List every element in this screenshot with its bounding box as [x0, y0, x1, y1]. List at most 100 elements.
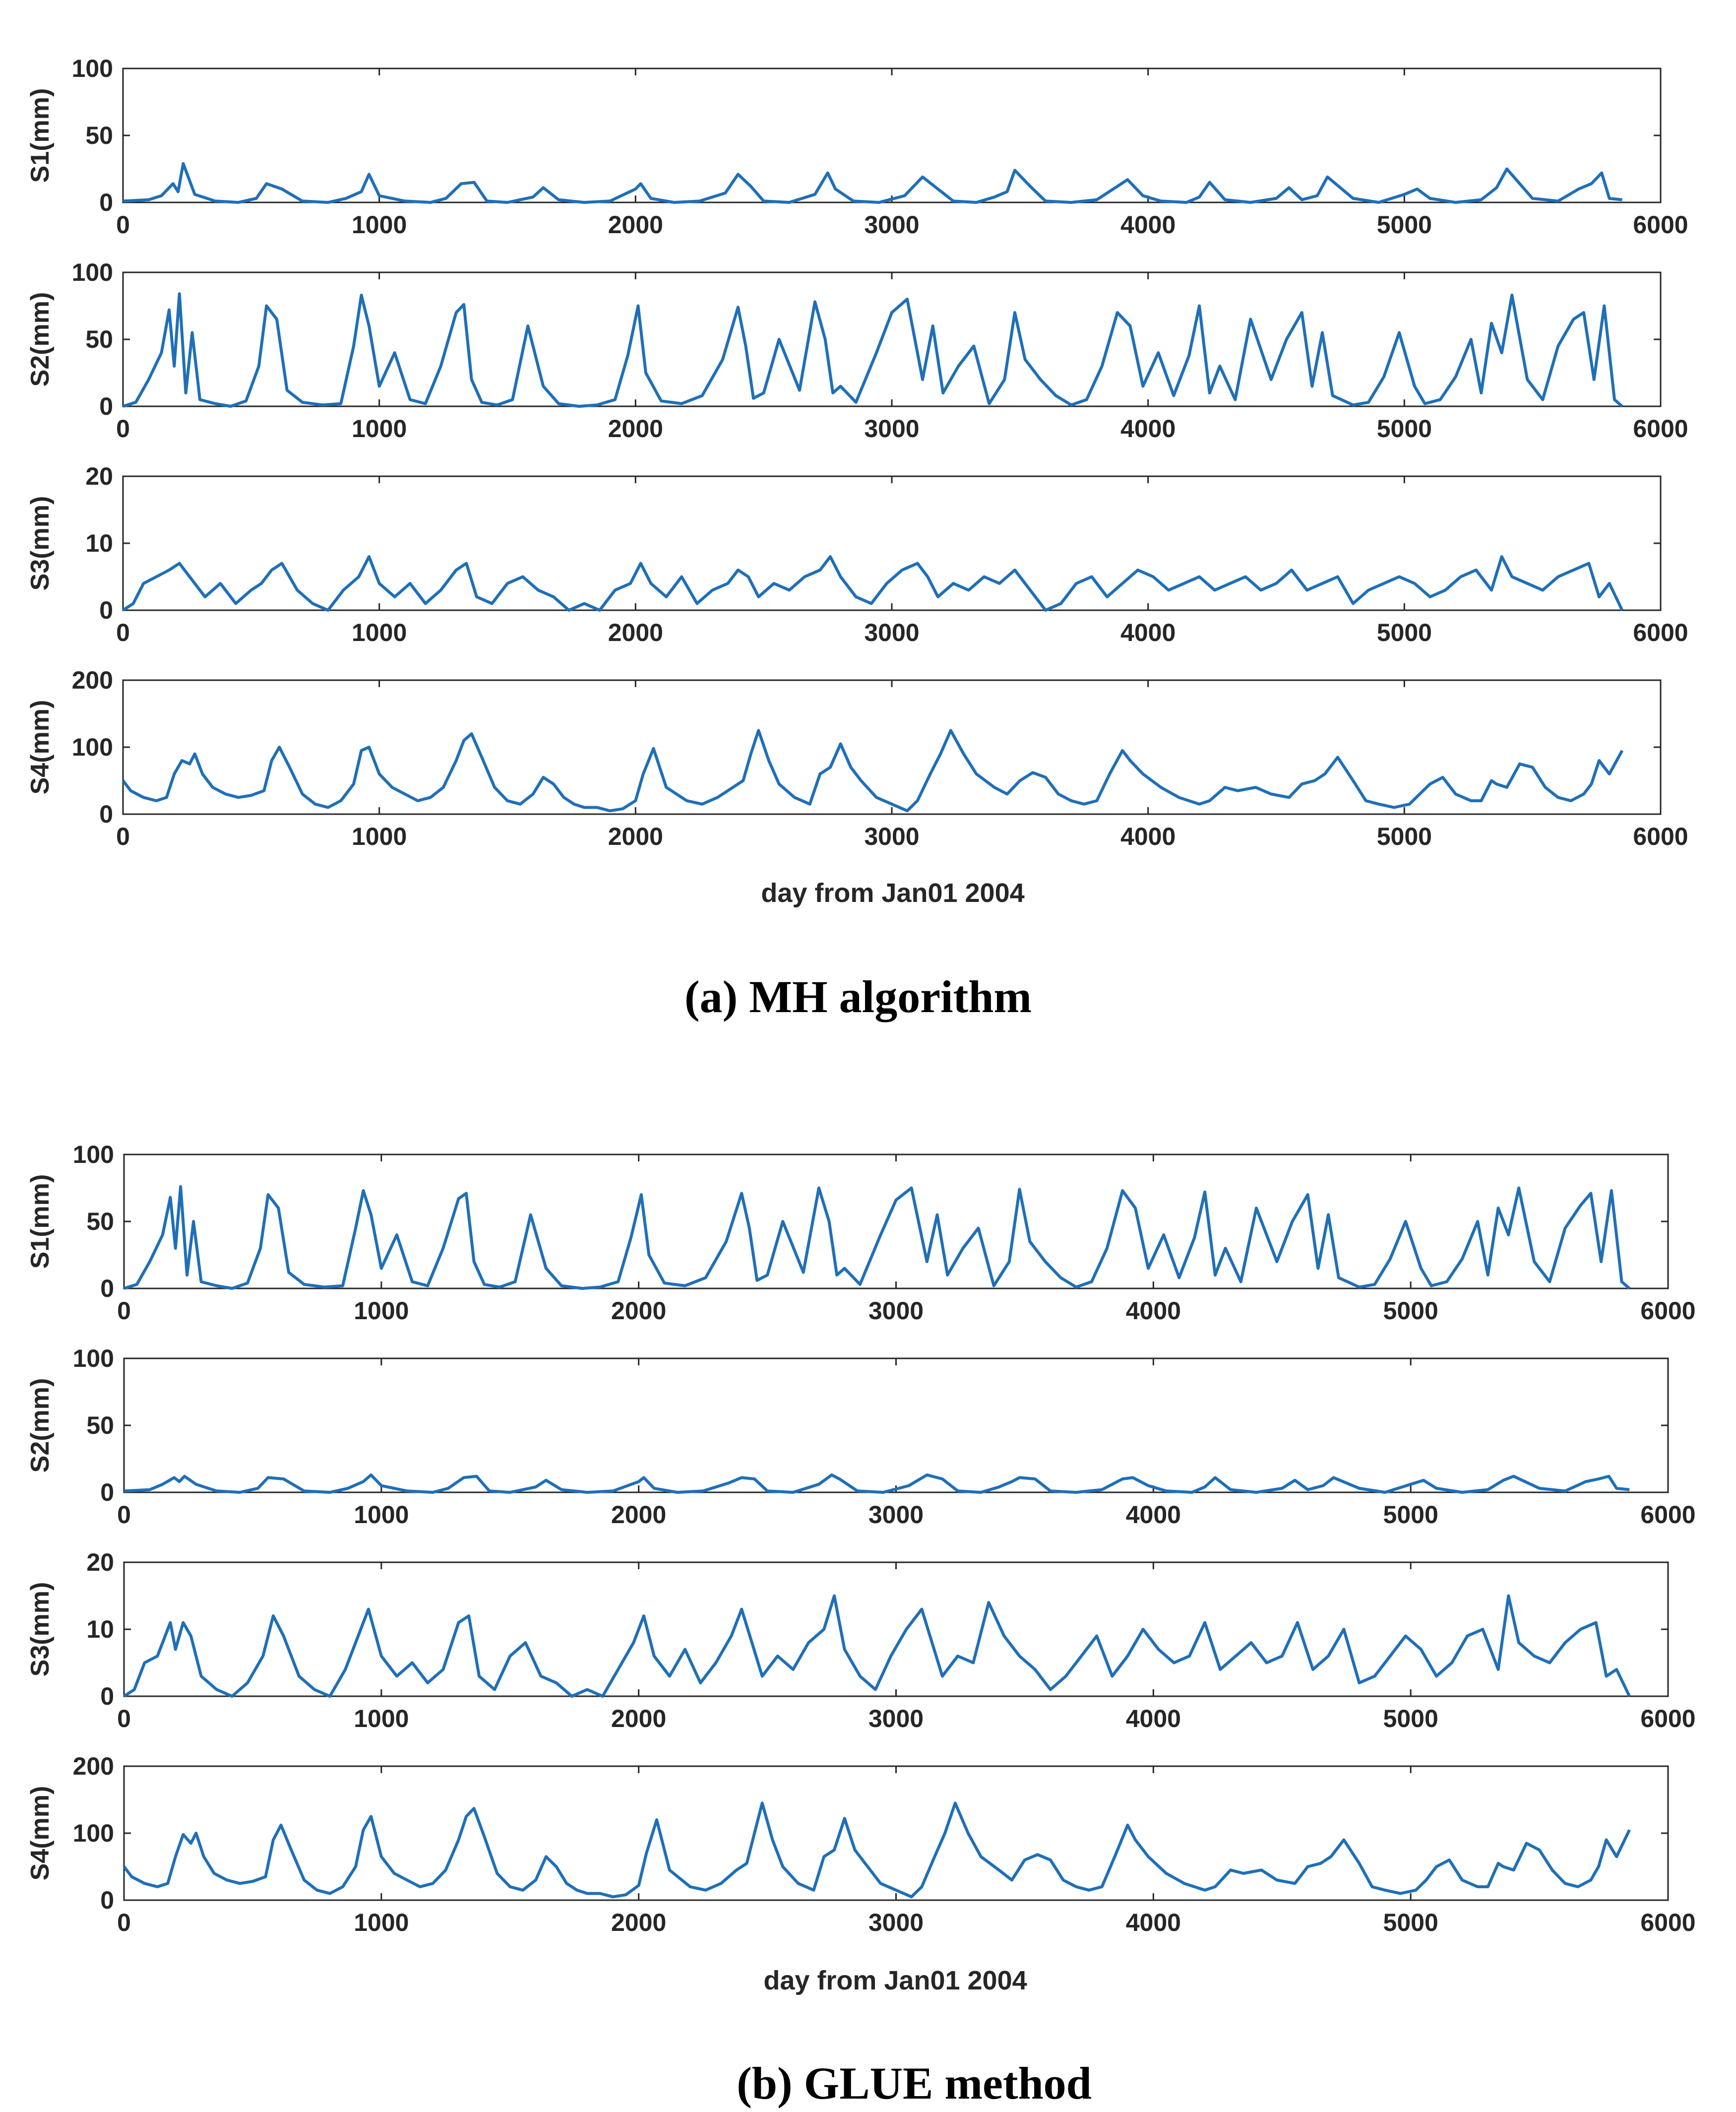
- x-tick-label: 0: [116, 619, 130, 646]
- y-tick-label: 50: [85, 325, 113, 353]
- x-tick-label: 5000: [1377, 619, 1432, 646]
- x-tick-label: 4000: [1120, 415, 1176, 443]
- y-tick-label: 10: [86, 1615, 114, 1643]
- y-tick-label: 200: [72, 666, 113, 694]
- x-tick-label: 0: [116, 415, 130, 443]
- x-tick-label: 5000: [1377, 823, 1432, 850]
- y-tick-label: 100: [73, 1819, 114, 1847]
- x-tick-label: 6000: [1640, 1909, 1695, 1936]
- axes-box: [123, 1765, 1669, 1901]
- y-tick-label: 200: [73, 1752, 114, 1780]
- panel-a-3: 0 1000 2000 3000 4000 5000 6000 0 10 20 S3(mm): [26, 462, 1688, 646]
- x-tick-label: 1000: [352, 415, 407, 443]
- y-tick-label: 100: [72, 55, 113, 82]
- x-tick-label: 6000: [1640, 1501, 1695, 1529]
- panel-a-1: 0 1000 2000 3000 4000 5000 6000 0 50 100 S1(mm): [26, 55, 1688, 239]
- y-axis-label: S2(mm): [26, 1378, 55, 1473]
- y-tick-label: 100: [73, 1344, 114, 1372]
- panel-b-3: 0 1000 2000 3000 4000 5000 6000 0 10 20 S3(mm): [26, 1548, 1696, 1732]
- y-tick-label: 0: [99, 596, 113, 624]
- x-tick-label: 0: [117, 1501, 131, 1529]
- series-line: [122, 729, 1624, 813]
- series-line: [123, 292, 1623, 408]
- x-tick-label: 2000: [608, 619, 663, 646]
- x-tick-label: 1000: [354, 1501, 409, 1529]
- x-tick-label: 1000: [352, 823, 407, 850]
- x-tick-label: 1000: [352, 211, 407, 239]
- y-tick-label: 50: [86, 1411, 114, 1439]
- axes-box: [122, 679, 1662, 815]
- panel-b-1: 0 1000 2000 3000 4000 5000 6000 0 50 100 S1(mm): [26, 1141, 1696, 1325]
- series-line: [123, 1594, 1631, 1698]
- y-tick-label: 0: [99, 800, 113, 828]
- x-tick-label: 1000: [354, 1297, 409, 1325]
- x-tick-label: 6000: [1633, 823, 1688, 850]
- x-tick-label: 1000: [354, 1909, 409, 1936]
- y-tick-label: 0: [99, 189, 113, 216]
- x-tick-label: 1000: [354, 1705, 409, 1732]
- y-tick-label: 0: [100, 1886, 114, 1914]
- y-tick-label: 50: [86, 1208, 114, 1235]
- y-tick-label: 100: [73, 1141, 114, 1168]
- x-tick-label: 4000: [1126, 1501, 1181, 1529]
- x-tick-label: 4000: [1126, 1705, 1181, 1732]
- y-axis-label: S2(mm): [26, 292, 55, 387]
- panel-a-2: 0 1000 2000 3000 4000 5000 6000 0 50 100 S2(mm): [26, 258, 1688, 443]
- series-line: [124, 1185, 1631, 1290]
- x-tick-label: 0: [117, 1705, 131, 1732]
- x-axis-label-a: day from Jan01 2004: [761, 878, 1024, 908]
- y-tick-label: 100: [72, 733, 113, 761]
- y-axis-label: S4(mm): [26, 700, 55, 795]
- series-line: [123, 162, 1622, 204]
- x-tick-label: 3000: [868, 1705, 924, 1732]
- y-tick-label: 0: [100, 1478, 114, 1506]
- x-tick-label: 4000: [1126, 1909, 1181, 1936]
- x-tick-label: 4000: [1120, 211, 1176, 239]
- panel-b-2: 0 1000 2000 3000 4000 5000 6000 0 50 100 S2(mm): [26, 1344, 1696, 1529]
- x-tick-label: 0: [116, 211, 130, 239]
- y-tick-label: 20: [86, 1548, 114, 1576]
- x-tick-label: 3000: [868, 1909, 924, 1936]
- panel-b-4: 0 1000 2000 3000 4000 5000 6000 0 100 200 S4(mm): [26, 1752, 1696, 1936]
- axes-box: [122, 67, 1662, 203]
- x-tick-label: 3000: [868, 1297, 924, 1325]
- axes-box: [123, 1357, 1669, 1493]
- y-tick-label: 20: [85, 462, 113, 490]
- x-tick-label: 0: [117, 1909, 131, 1936]
- series-line: [123, 1801, 1631, 1899]
- x-tick-label: 0: [116, 823, 130, 850]
- y-axis-label: S3(mm): [26, 1582, 55, 1677]
- y-tick-label: 0: [99, 392, 113, 420]
- x-tick-label: 6000: [1633, 415, 1688, 443]
- caption-a: (a) MH algorithm: [684, 971, 1032, 1022]
- x-axis-label-b: day from Jan01 2004: [763, 1966, 1027, 1995]
- x-tick-label: 2000: [611, 1297, 666, 1325]
- x-tick-label: 0: [117, 1297, 131, 1325]
- x-tick-label: 2000: [608, 211, 663, 239]
- axes-box: [122, 475, 1662, 611]
- x-tick-label: 3000: [864, 823, 919, 850]
- x-tick-label: 2000: [611, 1909, 666, 1936]
- y-axis-label: S1(mm): [26, 1174, 55, 1269]
- x-tick-label: 5000: [1383, 1297, 1438, 1325]
- x-tick-label: 2000: [611, 1705, 666, 1732]
- y-axis-label: S4(mm): [26, 1786, 55, 1881]
- x-tick-label: 5000: [1383, 1909, 1438, 1936]
- x-tick-label: 2000: [608, 823, 663, 850]
- x-tick-label: 2000: [611, 1501, 666, 1529]
- series-line: [122, 555, 1624, 612]
- x-tick-label: 6000: [1633, 619, 1688, 646]
- x-tick-label: 4000: [1120, 619, 1176, 646]
- x-tick-label: 6000: [1633, 211, 1688, 239]
- y-tick-label: 0: [100, 1682, 114, 1710]
- x-tick-label: 5000: [1377, 415, 1432, 443]
- x-tick-label: 4000: [1120, 823, 1176, 850]
- caption-b: (b) GLUE method: [737, 2058, 1092, 2109]
- y-tick-label: 0: [100, 1275, 114, 1302]
- x-tick-label: 3000: [864, 619, 919, 646]
- x-tick-label: 1000: [352, 619, 407, 646]
- x-tick-label: 5000: [1377, 211, 1432, 239]
